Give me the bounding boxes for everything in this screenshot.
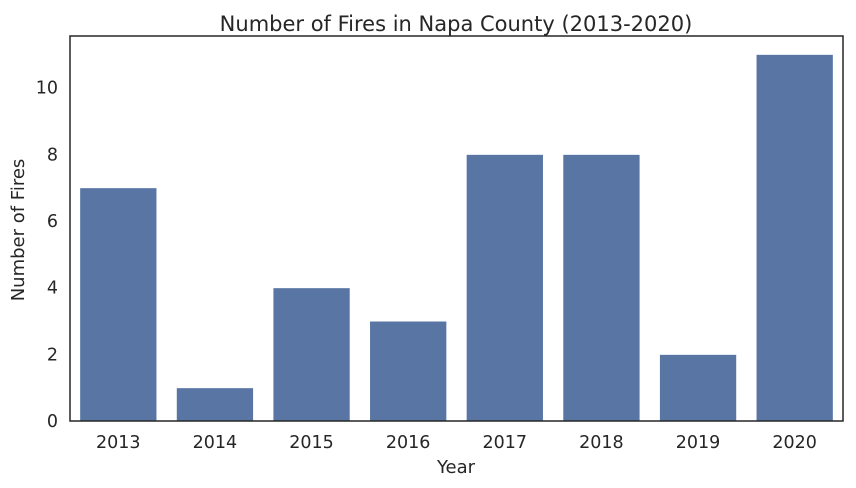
y-tick-label: 8 — [47, 145, 58, 165]
x-tick-label: 2020 — [772, 433, 817, 453]
x-axis-label: Year — [436, 457, 476, 478]
x-ticks-group: 2013 2014 2015 2016 2017 2018 2019 2020 — [96, 433, 817, 453]
x-tick-label: 2019 — [676, 433, 721, 453]
bar-2013 — [79, 187, 158, 422]
y-tick-label: 6 — [47, 212, 58, 232]
x-tick-label: 2018 — [579, 433, 624, 453]
bar-2017 — [465, 153, 544, 422]
y-tick-label: 2 — [47, 345, 58, 365]
chart-title: Number of Fires in Napa County (2013-202… — [220, 12, 693, 36]
bar-2015 — [272, 287, 351, 422]
bar-2020 — [755, 53, 834, 422]
x-tick-label: 2016 — [386, 433, 431, 453]
y-tick-label: 10 — [36, 79, 58, 99]
bar-2016 — [369, 320, 448, 422]
x-tick-label: 2014 — [193, 433, 238, 453]
bar-2018 — [562, 153, 641, 422]
x-tick-label: 2017 — [483, 433, 528, 453]
y-tick-label: 4 — [47, 279, 58, 299]
plot-frame — [69, 35, 844, 422]
y-tick-label: 0 — [47, 412, 58, 432]
y-ticks-group: 0 2 4 6 8 10 — [36, 79, 58, 432]
x-tick-label: 2013 — [96, 433, 141, 453]
bars-group — [79, 53, 834, 422]
bar-2019 — [658, 353, 738, 422]
y-axis-label: Number of Fires — [8, 159, 29, 302]
bar-2014 — [175, 387, 255, 422]
x-tick-label: 2015 — [289, 433, 334, 453]
